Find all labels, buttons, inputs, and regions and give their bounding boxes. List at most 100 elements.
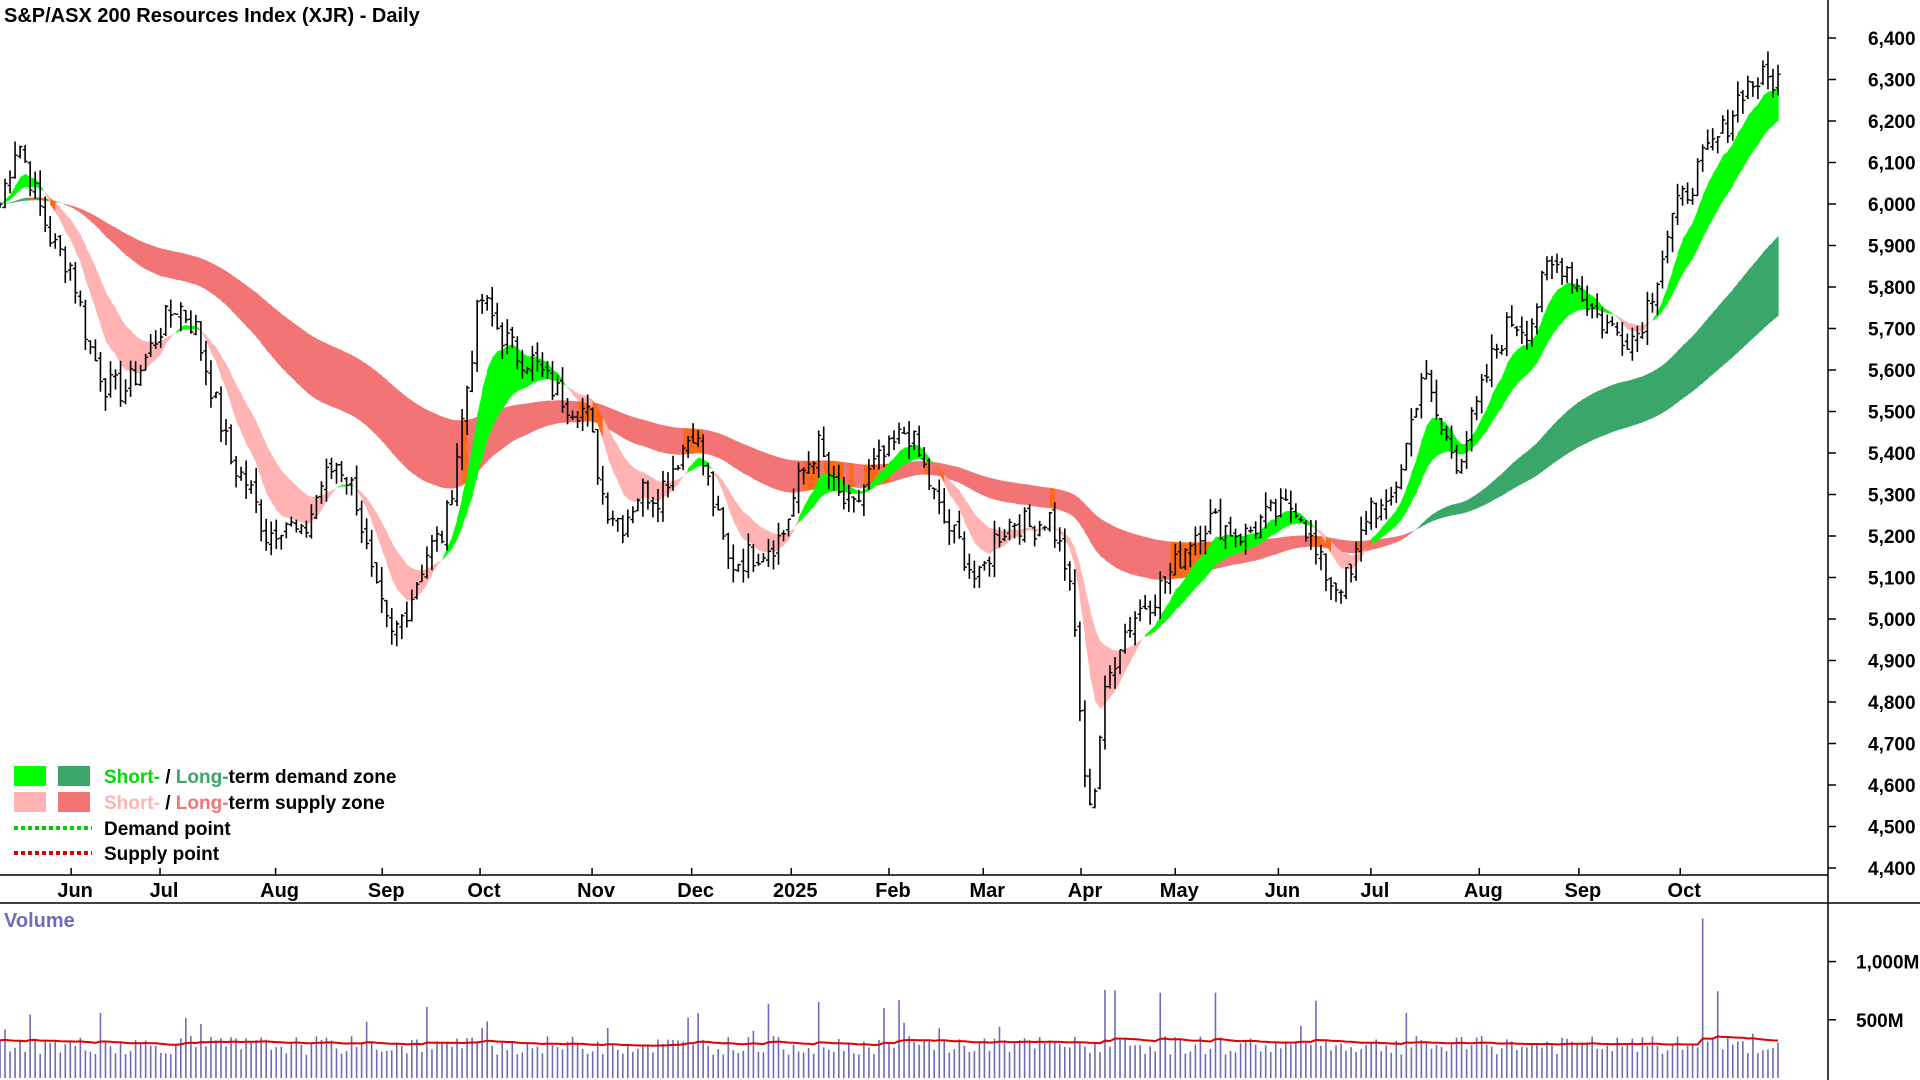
price-bar [17, 145, 23, 159]
long-zone-segment [1476, 490, 1483, 509]
long-zone-segment [1300, 535, 1307, 548]
x-tick-label: 2025 [773, 880, 818, 902]
long-zone-segment [1140, 535, 1146, 578]
short-zone-segment [1451, 430, 1458, 454]
long-zone-segment [1592, 391, 1598, 441]
long-zone-segment [1115, 526, 1121, 570]
short-zone-segment [1597, 299, 1603, 312]
long-zone-segment [1712, 306, 1719, 375]
price-bar [1715, 136, 1721, 154]
short-zone-segment [939, 468, 945, 485]
price-bar [1619, 322, 1625, 356]
short-zone-segment [1044, 526, 1051, 530]
short-zone-segment [582, 394, 589, 404]
price-bar [1579, 276, 1585, 302]
long-zone-segment [1376, 538, 1382, 549]
price-bar [1358, 516, 1364, 562]
short-zone-segment [1582, 287, 1588, 310]
long-zone-segment [55, 201, 61, 203]
price-bar [369, 529, 375, 577]
price-bar [1599, 307, 1605, 339]
price-bar [1634, 325, 1640, 353]
short-zone-segment [441, 547, 448, 561]
price-bar [1649, 292, 1655, 313]
long-zone-segment [1602, 386, 1608, 437]
long-zone-segment [1767, 241, 1774, 325]
long-zone-segment [808, 460, 815, 491]
short-zone-segment [482, 369, 488, 458]
short-zone-segment [100, 279, 107, 342]
short-zone-segment [1562, 282, 1568, 323]
price-bar [444, 500, 450, 551]
short-zone-segment [1336, 546, 1342, 569]
long-zone-segment [1069, 492, 1076, 519]
long-zone-segment [1762, 246, 1769, 329]
price-bar [409, 589, 415, 622]
price-bar [886, 435, 892, 457]
short-zone-segment [894, 451, 900, 473]
long-zone-segment [974, 473, 981, 494]
price-bar [1072, 569, 1078, 637]
long-zone-segment [1607, 384, 1613, 435]
short-zone-segment [1170, 589, 1176, 617]
short-zone-segment [271, 454, 277, 511]
long-zone-segment [1637, 376, 1643, 424]
long-zone-segment [1732, 282, 1739, 357]
legend-swatch-short-supply [14, 792, 46, 812]
long-zone-segment [1526, 447, 1533, 482]
short-zone-segment [381, 522, 388, 565]
price-bar [534, 342, 540, 372]
price-bar [349, 477, 355, 496]
long-zone-segment [416, 404, 423, 480]
y-tick-label: 6,200 [1868, 112, 1916, 133]
price-bar [1238, 533, 1244, 546]
price-bar [92, 339, 98, 362]
short-zone-segment [411, 568, 418, 601]
price-bar [1172, 543, 1178, 576]
long-zone-segment [688, 428, 694, 455]
short-zone-segment [1361, 548, 1367, 558]
long-zone-segment [1346, 540, 1352, 554]
x-tick-label: Mar [969, 880, 1005, 902]
short-zone-segment [803, 497, 810, 518]
price-bar [328, 457, 334, 479]
short-zone-segment [1657, 300, 1664, 317]
short-zone-segment [477, 389, 483, 476]
price-bar [1720, 115, 1726, 134]
long-zone-segment [1059, 489, 1066, 512]
short-zone-segment [25, 173, 31, 188]
price-bar [198, 321, 204, 361]
short-zone-segment [1195, 557, 1202, 588]
short-zone-segment [627, 461, 634, 502]
long-zone-segment [210, 262, 217, 297]
legend-supply-rest: term supply zone [229, 793, 385, 814]
long-zone-segment [527, 402, 533, 435]
price-bar [1554, 253, 1560, 274]
price-bar [871, 447, 877, 470]
long-zone-segment [773, 455, 780, 491]
long-zone-segment [999, 480, 1006, 503]
short-zone-segment [959, 490, 965, 523]
short-zone-segment [1501, 363, 1508, 408]
price-bar [374, 561, 380, 584]
long-zone-segment [1099, 518, 1106, 561]
long-zone-segment [853, 463, 860, 488]
long-zone-segment [1064, 491, 1071, 515]
short-zone-segment [1727, 143, 1734, 194]
long-zone-segment [1692, 330, 1699, 392]
long-zone-segment [964, 469, 970, 489]
price-bar [675, 464, 681, 471]
price-bar [1012, 522, 1018, 539]
price-bar [801, 467, 807, 485]
short-zone-segment [1135, 639, 1141, 653]
price-bar [278, 534, 284, 550]
short-zone-segment [301, 490, 307, 525]
long-zone-segment [1396, 535, 1402, 543]
long-zone-segment [391, 384, 398, 459]
price-bar [1263, 492, 1269, 529]
long-zone-segment [1521, 451, 1528, 484]
short-zone-segment [1305, 518, 1312, 527]
price-bar [1142, 595, 1148, 610]
long-zone-segment [909, 461, 915, 478]
short-zone-segment [868, 479, 875, 491]
